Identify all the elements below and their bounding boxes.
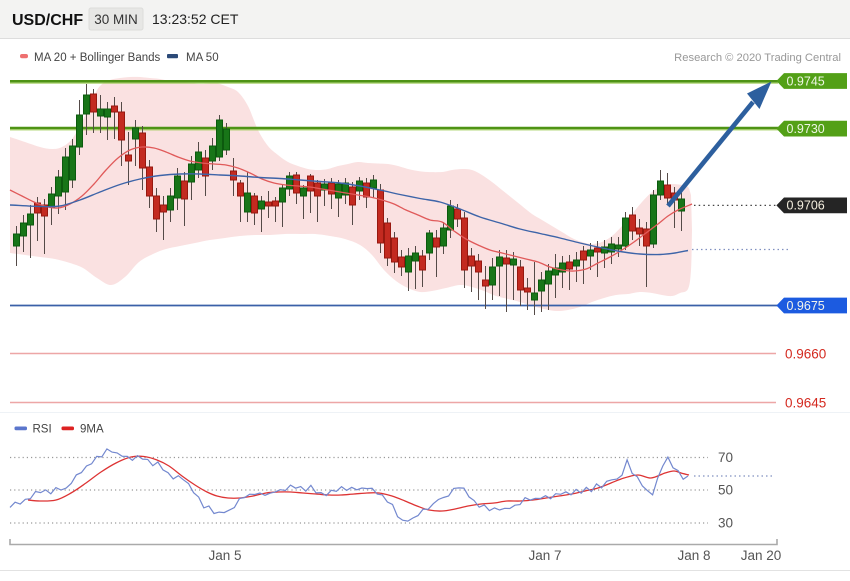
svg-text:MA 50: MA 50 (186, 52, 219, 64)
svg-text:MA 20 + Bollinger Bands: MA 20 + Bollinger Bands (34, 52, 161, 64)
svg-text:0.9706: 0.9706 (787, 199, 825, 213)
svg-text:0.9730: 0.9730 (787, 122, 825, 136)
svg-text:0.9745: 0.9745 (787, 74, 825, 88)
svg-text:Jan 8: Jan 8 (677, 548, 710, 563)
svg-text:0.9645: 0.9645 (785, 396, 826, 411)
svg-text:30: 30 (718, 516, 733, 531)
svg-text:USD/CHF: USD/CHF (12, 12, 83, 29)
svg-text:30 MIN: 30 MIN (94, 12, 138, 27)
svg-text:RSI: RSI (33, 424, 52, 436)
svg-text:Jan 20: Jan 20 (741, 548, 782, 563)
svg-text:0.9675: 0.9675 (787, 299, 825, 313)
svg-text:Jan 7: Jan 7 (528, 548, 561, 563)
svg-text:Research © 2020 Trading Centra: Research © 2020 Trading Central (674, 52, 841, 64)
svg-text:Jan 5: Jan 5 (208, 548, 241, 563)
svg-text:70: 70 (718, 450, 733, 465)
svg-text:0.9660: 0.9660 (785, 347, 826, 362)
svg-text:13:23:52 CET: 13:23:52 CET (152, 11, 239, 27)
svg-text:9MA: 9MA (80, 424, 104, 436)
svg-text:50: 50 (718, 483, 733, 498)
